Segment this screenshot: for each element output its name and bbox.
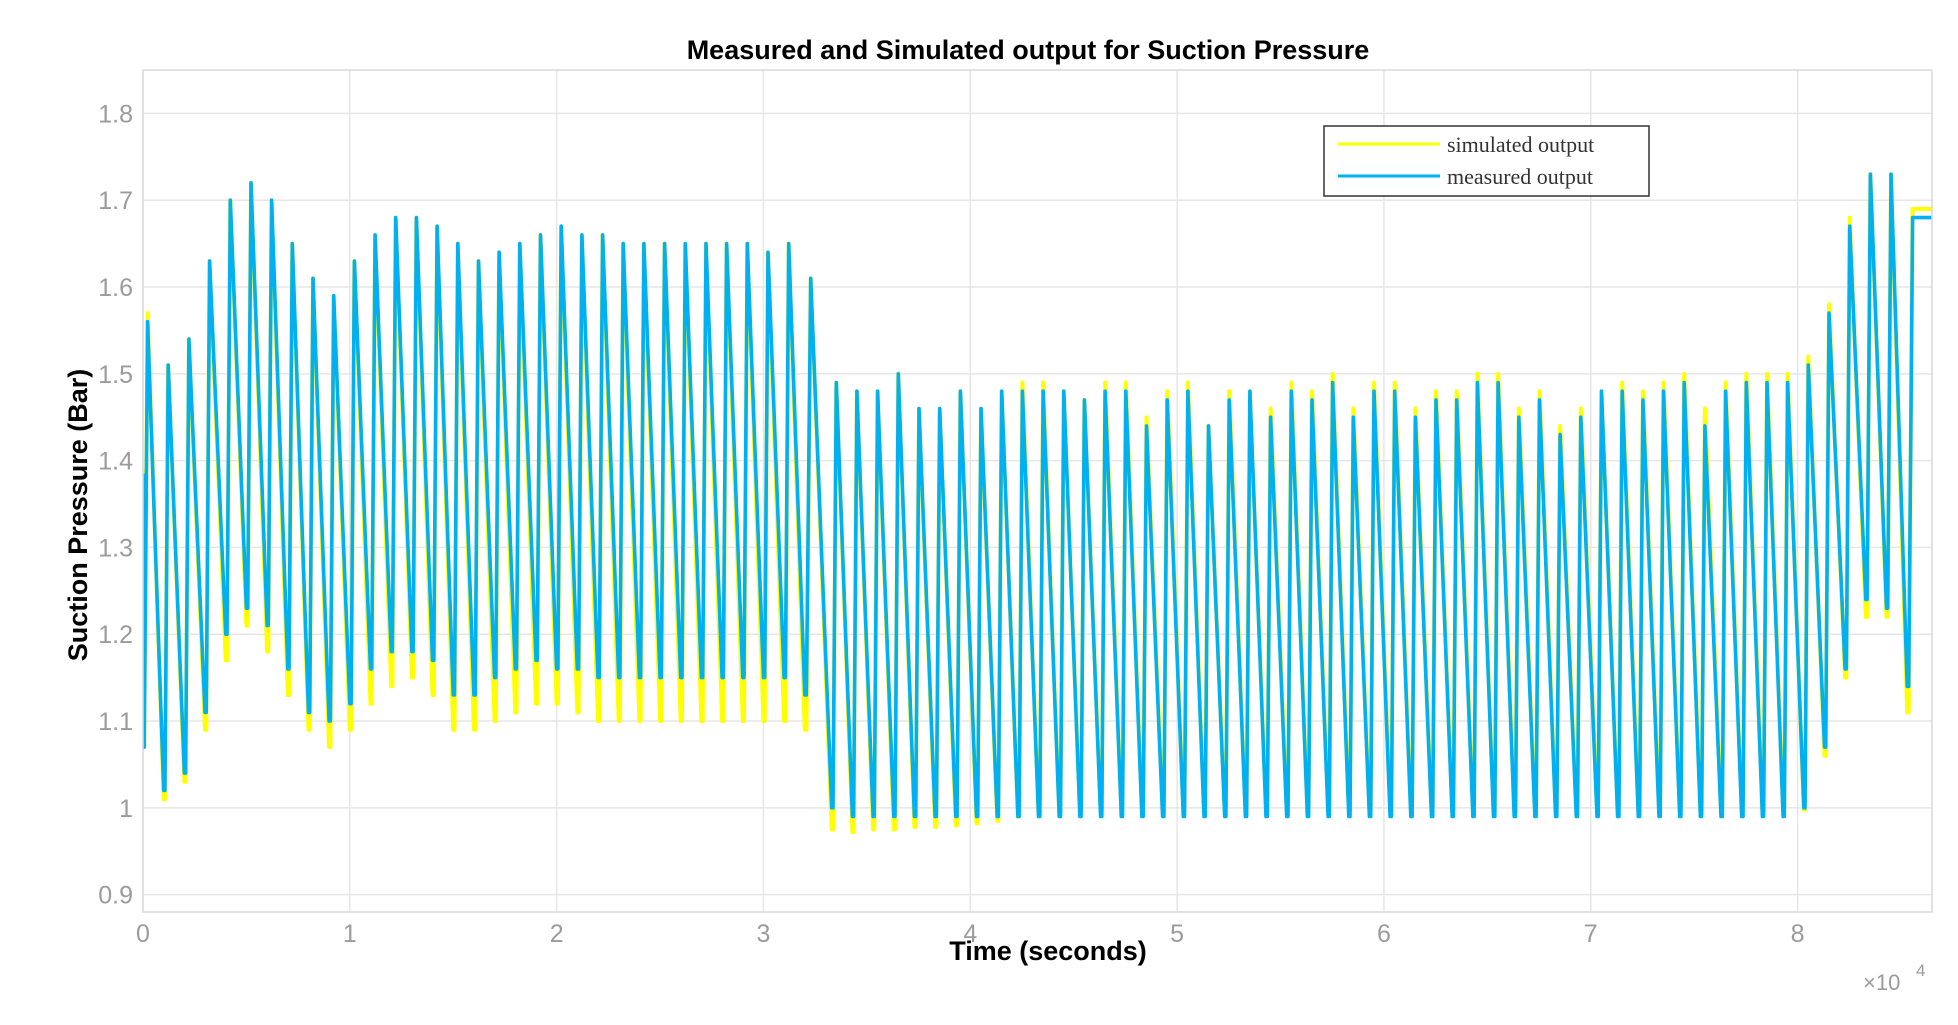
- y-tick-label: 1.6: [98, 274, 133, 302]
- plot-area-frame: [142, 69, 1933, 913]
- x-tick-label: 6: [1377, 920, 1391, 948]
- x-axis-exponent: ×10 4: [1863, 961, 1925, 995]
- y-tick-label: 1.3: [98, 534, 133, 562]
- y-tick-label: 1.1: [98, 708, 133, 736]
- chart-title: Measured and Simulated output for Suctio…: [687, 35, 1370, 65]
- y-tick-label: 1.4: [98, 448, 133, 476]
- x-tick-label: 8: [1791, 920, 1805, 948]
- y-tick-label: 1.7: [98, 187, 133, 215]
- legend-box: [1323, 125, 1650, 197]
- y-tick-label: 1.5: [98, 361, 133, 389]
- y-tick-label: 1.2: [98, 621, 133, 649]
- y-axis-label: Suction Pressure (Bar): [63, 369, 93, 662]
- x-exponent-base: ×10: [1863, 970, 1900, 995]
- x-tick-label: 2: [550, 920, 564, 948]
- x-exponent-power: 4: [1916, 961, 1925, 980]
- x-tick-label: 7: [1584, 920, 1598, 948]
- series-line-measured-output: [143, 172, 1932, 819]
- x-tick-label: 5: [1170, 920, 1184, 948]
- y-tick-label: 1: [119, 795, 133, 823]
- x-axis-label: Time (seconds): [949, 936, 1147, 966]
- y-tick-label: 1.8: [98, 100, 133, 128]
- x-tick-label: 4: [963, 920, 977, 948]
- x-tick-label: 1: [343, 920, 357, 948]
- legend-label-measured: measured output: [1447, 164, 1593, 189]
- series-layer: [143, 172, 1932, 835]
- legend-label-simulated: simulated output: [1447, 132, 1594, 157]
- legend: simulated output measured output: [1323, 125, 1650, 197]
- x-tick-label: 3: [757, 920, 771, 948]
- y-tick-label: 0.9: [98, 882, 133, 910]
- tick-labels: 0 1 2 3 4 5 6 7 8 0.9 1 1.1 1.2 1.3 1.4 1.5 1.6 1.7 1.8: [98, 100, 1804, 948]
- x-tick-label: 0: [136, 920, 150, 948]
